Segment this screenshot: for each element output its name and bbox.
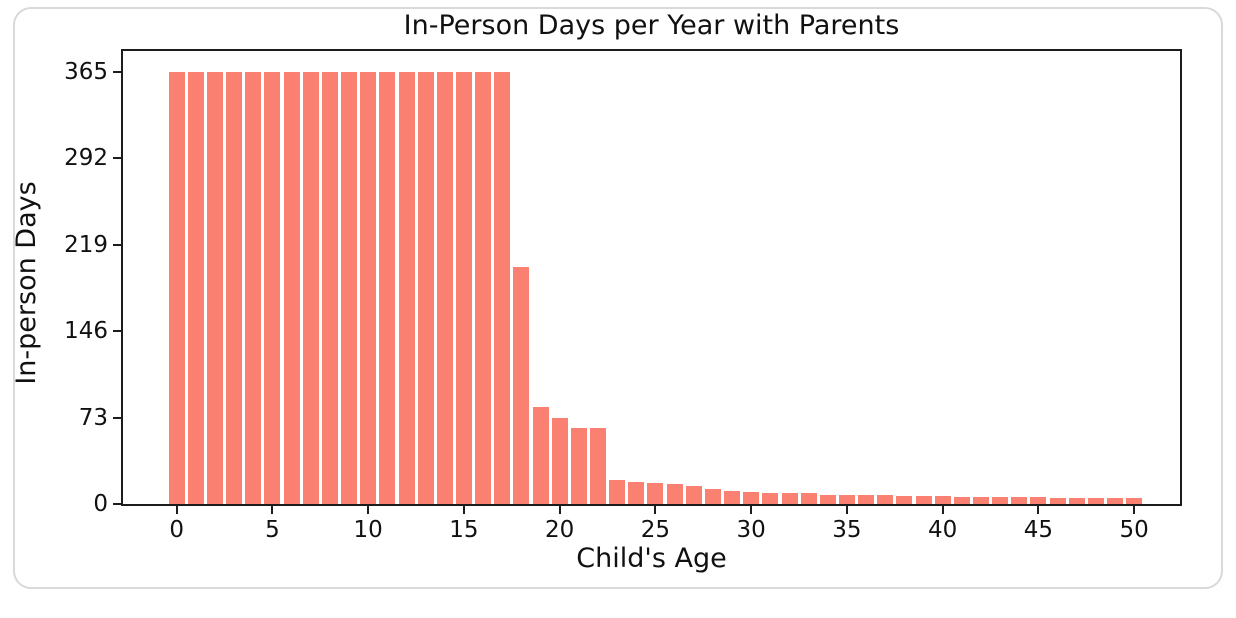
x-tick-mark-15	[462, 506, 465, 514]
bar-age-48	[1087, 498, 1104, 504]
x-tick-label-40: 40	[928, 517, 958, 543]
bar-age-21	[570, 428, 587, 504]
y-tick-mark-365	[113, 70, 121, 73]
bar-age-42	[973, 496, 989, 504]
bar-age-45	[1030, 496, 1047, 504]
bar-age-39	[915, 495, 932, 504]
y-tick-label-365: 365	[64, 58, 108, 85]
bar-age-11	[379, 71, 396, 504]
bar-age-1	[187, 71, 204, 504]
chart-title: In-Person Days per Year with Parents	[403, 10, 900, 41]
bar-age-33	[800, 493, 817, 504]
x-tick-label-25: 25	[640, 517, 671, 543]
bar-age-34	[819, 494, 836, 504]
bar-age-22	[590, 428, 606, 504]
bar-age-12	[398, 71, 415, 504]
bar-age-13	[417, 71, 434, 504]
bar-age-8	[321, 71, 338, 504]
plot-area	[121, 49, 1182, 506]
y-tick-mark-0	[113, 503, 121, 505]
x-tick-mark-40	[941, 506, 944, 514]
x-tick-label-15: 15	[449, 517, 479, 543]
bar-age-7	[302, 71, 319, 504]
x-tick-label-10: 10	[353, 517, 383, 543]
y-tick-label-146: 146	[64, 318, 108, 344]
x-tick-label-35: 35	[832, 517, 862, 543]
bar-age-4	[245, 71, 262, 504]
bar-age-17	[494, 71, 511, 504]
x-tick-mark-30	[750, 506, 753, 514]
x-tick-mark-5	[271, 506, 274, 514]
bar-age-30	[743, 492, 760, 504]
bar-age-18	[513, 267, 530, 504]
y-tick-mark-292	[113, 157, 121, 159]
bar-age-44	[1011, 496, 1028, 504]
x-tick-mark-35	[845, 506, 848, 514]
bar-age-46	[1049, 498, 1066, 504]
bar-age-47	[1068, 498, 1085, 504]
x-axis-label: Child's Age	[576, 543, 727, 574]
bar-age-23	[609, 480, 626, 504]
x-tick-label-0: 0	[169, 517, 184, 543]
bar-age-41	[953, 496, 970, 504]
x-tick-label-50: 50	[1119, 517, 1149, 543]
bar-age-25	[647, 482, 664, 504]
bar-age-38	[896, 495, 913, 504]
bar-age-20	[551, 417, 568, 504]
bar-age-3	[226, 71, 243, 504]
bar-age-26	[666, 483, 683, 504]
x-tick-mark-0	[175, 506, 178, 514]
bar-age-24	[628, 481, 645, 504]
bar-age-15	[455, 71, 472, 504]
bar-age-29	[724, 490, 741, 504]
bar-age-10	[360, 71, 377, 504]
bar-age-9	[341, 71, 358, 504]
bars-container	[123, 51, 1180, 504]
bar-age-36	[858, 494, 875, 504]
bar-age-14	[436, 71, 453, 504]
bar-age-2	[207, 71, 223, 504]
bar-age-50	[1126, 498, 1143, 504]
x-tick-mark-45	[1037, 506, 1040, 514]
bar-age-28	[704, 488, 721, 504]
bar-age-35	[838, 494, 855, 504]
x-tick-label-20: 20	[545, 517, 575, 543]
bar-age-16	[475, 71, 492, 504]
bar-age-32	[781, 493, 798, 504]
bar-age-49	[1107, 498, 1124, 504]
x-tick-mark-25	[654, 506, 657, 514]
bar-age-40	[934, 495, 951, 504]
y-tick-mark-146	[113, 330, 121, 332]
y-tick-label-73: 73	[78, 404, 108, 431]
bar-age-37	[877, 494, 894, 504]
y-tick-mark-219	[113, 243, 121, 246]
bar-age-19	[532, 406, 549, 504]
bar-age-0	[168, 71, 185, 504]
y-tick-label-0: 0	[93, 491, 108, 517]
bar-age-27	[685, 486, 702, 504]
bar-age-5	[264, 71, 281, 504]
x-tick-mark-10	[367, 506, 370, 514]
y-tick-label-292: 292	[64, 145, 108, 171]
x-tick-label-5: 5	[265, 517, 280, 543]
y-tick-label-219: 219	[64, 231, 108, 258]
x-tick-mark-50	[1133, 506, 1136, 514]
x-tick-label-30: 30	[736, 517, 766, 543]
bar-age-6	[283, 71, 300, 504]
x-tick-label-45: 45	[1023, 517, 1054, 543]
bar-age-31	[762, 493, 779, 504]
y-tick-mark-73	[113, 416, 121, 419]
bar-age-43	[992, 496, 1009, 504]
x-tick-mark-20	[558, 506, 561, 514]
